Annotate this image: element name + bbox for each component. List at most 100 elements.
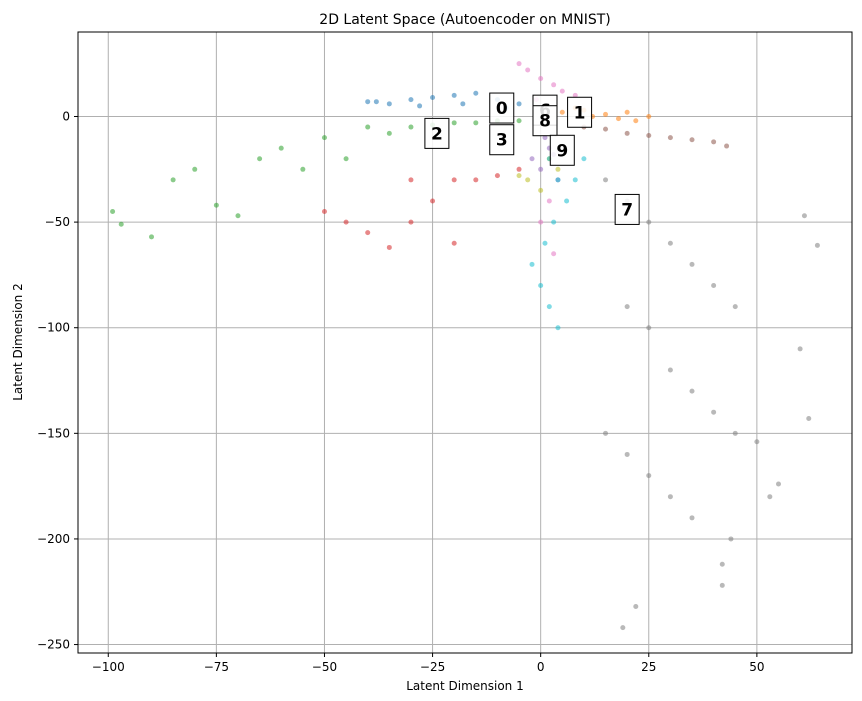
data-point [516, 173, 522, 179]
cluster-label-text: 9 [556, 141, 568, 161]
data-point [365, 124, 371, 130]
cluster-labels: 06182397 [424, 92, 640, 225]
data-point [110, 209, 116, 215]
data-point [624, 130, 630, 136]
data-point [408, 219, 414, 225]
data-point [775, 481, 781, 487]
data-point [801, 213, 807, 219]
data-point [646, 113, 652, 119]
data-point [460, 101, 466, 107]
data-point [646, 219, 652, 225]
y-tick-label: −50 [45, 215, 70, 229]
data-point [365, 99, 371, 105]
cluster-label-box [567, 96, 593, 128]
cluster-label-1: 1 [567, 96, 593, 128]
data-point [408, 177, 414, 183]
data-point [373, 99, 379, 105]
data-point [278, 145, 284, 151]
x-axis-label: Latent Dimension 1 [406, 679, 524, 693]
y-tick-label: −100 [37, 321, 70, 335]
data-point [646, 325, 652, 331]
x-tick-label: 25 [641, 660, 656, 674]
data-point [572, 177, 578, 183]
y-tick-label: −250 [37, 638, 70, 652]
data-point [516, 166, 522, 172]
data-point [767, 494, 773, 500]
data-point [603, 111, 609, 117]
data-point [603, 126, 609, 132]
series-6 [516, 61, 578, 257]
data-point [719, 582, 725, 588]
data-point [603, 177, 609, 183]
data-point [689, 388, 695, 394]
data-point [754, 439, 760, 445]
data-point [624, 451, 630, 457]
data-point [667, 240, 673, 246]
data-point [689, 137, 695, 143]
y-tick-label: −200 [37, 532, 70, 546]
y-tick-label: 0 [62, 109, 70, 123]
series-3 [321, 166, 522, 250]
cluster-label-9: 9 [549, 134, 575, 166]
data-point [386, 101, 392, 107]
data-point [538, 219, 544, 225]
x-tick-label: 50 [749, 660, 764, 674]
series-9 [529, 156, 587, 331]
data-point [564, 198, 570, 204]
series-1 [559, 105, 652, 124]
data-point [516, 101, 522, 107]
data-point [430, 198, 436, 204]
cluster-label-text: 0 [496, 99, 508, 119]
data-point [806, 416, 812, 422]
cluster-label-box [489, 124, 515, 156]
cluster-label-box [532, 105, 558, 137]
cluster-label-3: 3 [489, 124, 515, 156]
data-point [814, 242, 820, 248]
data-point [572, 92, 578, 98]
data-point [451, 240, 457, 246]
data-point [546, 304, 552, 310]
data-point [633, 118, 639, 124]
data-point [451, 92, 457, 98]
x-axis-ticks: −100 −75 −50 −25 0 25 50 [92, 653, 765, 674]
data-point [516, 118, 522, 124]
data-point [620, 625, 626, 631]
data-point [386, 130, 392, 136]
data-point [633, 604, 639, 610]
cluster-label-box [424, 117, 450, 149]
cluster-label-box [614, 193, 640, 225]
x-tick-label: −75 [204, 660, 229, 674]
cluster-label-text: 2 [431, 124, 443, 144]
data-point [646, 133, 652, 138]
data-point [235, 213, 241, 219]
data-point [667, 135, 673, 141]
data-point [473, 120, 479, 126]
plot-frame [77, 31, 853, 654]
cluster-label-text: 3 [496, 131, 508, 151]
data-point [430, 94, 436, 100]
data-point [257, 156, 263, 162]
cluster-label-text: 7 [621, 200, 633, 220]
x-tick-label: −25 [420, 660, 445, 674]
data-point [719, 561, 725, 567]
data-point [149, 234, 155, 240]
x-tick-label: −50 [312, 660, 337, 674]
data-point [581, 156, 587, 162]
data-point [724, 143, 730, 149]
data-point [417, 103, 423, 109]
data-point [538, 187, 544, 193]
data-point [473, 90, 479, 96]
data-point [559, 109, 565, 115]
data-point [494, 173, 500, 179]
y-axis-label: Latent Dimension 2 [11, 283, 25, 401]
data-point [711, 139, 717, 145]
data-point [551, 219, 557, 225]
data-point [321, 209, 327, 215]
data-point [546, 198, 552, 204]
cluster-label-text: 1 [574, 103, 586, 123]
data-point [646, 473, 652, 479]
data-point [555, 166, 561, 172]
